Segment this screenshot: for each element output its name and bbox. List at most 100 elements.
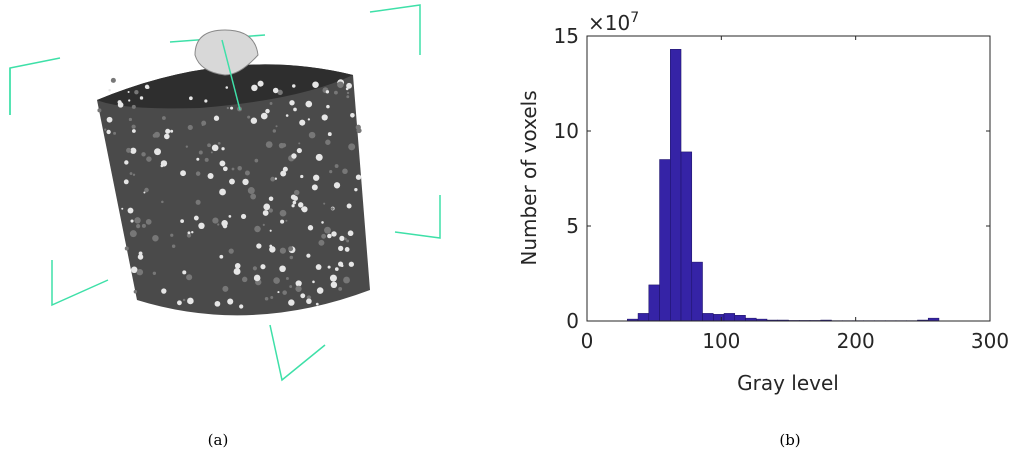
speckle [307,118,311,121]
x-axis-label: Gray level [737,371,839,395]
speckle [306,253,311,258]
speckle [97,108,102,113]
speckle [108,88,111,92]
speckle [337,261,344,267]
multiplier-exponent: 7 [630,10,639,26]
speckle [160,160,168,167]
speckle [254,225,261,233]
bar [723,313,736,322]
speckle [273,277,280,284]
speckle [180,219,184,223]
speckle [313,174,320,181]
speckle [308,131,316,139]
speckle [325,139,331,145]
speckle [346,203,352,209]
speckle [104,128,107,131]
speckle [325,90,330,94]
speckle [327,265,331,269]
speckle [133,290,138,294]
speckle [138,251,143,256]
speckle [269,102,273,105]
speckle [187,124,193,131]
speckle [129,172,133,175]
bar [702,313,714,322]
speckle [198,222,205,229]
speckle [327,132,332,137]
speckle [204,99,208,103]
speckle [239,304,244,309]
speckle [326,104,330,109]
speckle [306,298,312,305]
bar [691,261,703,322]
speckle [312,81,319,89]
speckle [257,80,264,87]
speckle [279,209,287,217]
speckle [355,124,361,130]
speckle [263,203,271,211]
bar [659,159,671,322]
speckle [134,90,139,95]
speckle [345,87,349,91]
speckle [219,160,226,167]
speckle [300,174,304,179]
speckle [198,150,203,155]
speckle [311,184,318,191]
speckle [347,230,354,237]
speckle [346,91,350,95]
speckle [256,243,262,249]
speckle [187,231,191,235]
x-tick-label: 200 [837,329,875,353]
speckle [282,290,287,295]
speckle [187,297,194,305]
speckle [214,300,221,307]
x-tick-label: 100 [702,329,740,353]
speckle [139,96,144,100]
speckle [262,210,269,216]
speckle [272,129,277,133]
speckle [321,233,327,239]
speckle [152,271,157,275]
speckle [228,215,232,218]
speckle [211,144,219,152]
speckle [229,178,235,185]
speckle [265,108,270,114]
speckle [344,247,350,252]
speckle [195,171,201,176]
x-tick-label: 300 [971,329,1009,353]
speckle [201,123,204,126]
volume-render [9,4,441,382]
speckle [318,239,325,246]
speckle [240,213,247,220]
x-tick-label: 0 [581,329,594,353]
speckle [350,112,355,118]
speckle [331,231,337,237]
speckle [222,285,229,292]
speckle [291,153,297,159]
speckle [110,77,116,83]
speckle [221,147,225,151]
speckle [145,218,152,225]
speckle [324,226,331,234]
y-tick-label: 10 [554,119,579,143]
speckle [113,131,117,135]
speckle [288,246,294,252]
speckle [270,176,276,182]
speckle [180,170,186,177]
speckle [315,264,322,270]
speckle [170,233,174,237]
speckle [143,191,146,194]
speckle [191,231,194,234]
caption: (b) [779,431,800,449]
speckle [234,263,241,269]
speckle [176,300,182,306]
speckle [141,223,146,228]
speckle [128,99,131,102]
speckle [262,223,265,226]
speckle [305,100,313,108]
speckle [277,89,283,96]
axes-box [586,35,991,322]
speckle [327,233,332,239]
speckle [217,223,220,226]
caption: (a) [208,431,229,449]
speckle [269,246,276,253]
